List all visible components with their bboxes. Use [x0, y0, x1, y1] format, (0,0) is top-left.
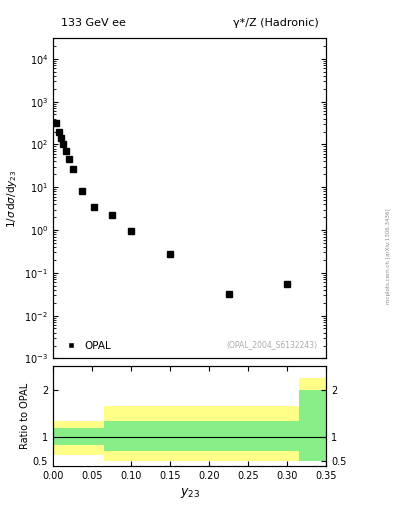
Bar [104, 407, 244, 461]
Bar [53, 456, 69, 466]
Bar [299, 390, 326, 461]
OPAL [66, 156, 71, 162]
OPAL [54, 120, 59, 126]
Bar [244, 407, 299, 461]
OPAL [70, 166, 75, 172]
OPAL [56, 129, 61, 135]
OPAL [91, 204, 96, 210]
Bar [244, 421, 299, 451]
Text: γ*/Z (Hadronic): γ*/Z (Hadronic) [233, 18, 318, 28]
Bar [69, 461, 104, 466]
OPAL [109, 212, 114, 219]
Y-axis label: $1/\sigma\,\mathrm{d}\sigma/\mathrm{d}y_{23}$: $1/\sigma\,\mathrm{d}\sigma/\mathrm{d}y_… [5, 169, 18, 228]
Text: (OPAL_2004_S6132243): (OPAL_2004_S6132243) [227, 340, 318, 349]
Legend: OPAL: OPAL [58, 339, 113, 353]
OPAL [129, 228, 134, 234]
X-axis label: $y_{23}$: $y_{23}$ [180, 486, 200, 500]
Bar [53, 421, 69, 456]
Bar [53, 428, 69, 444]
Bar [104, 421, 244, 451]
OPAL [61, 141, 66, 147]
Text: mcplots.cern.ch [arXiv:1306.3436]: mcplots.cern.ch [arXiv:1306.3436] [386, 208, 391, 304]
Bar [69, 421, 104, 456]
Bar [299, 378, 326, 461]
Text: 133 GeV ee: 133 GeV ee [61, 18, 126, 28]
OPAL [79, 188, 84, 195]
OPAL [168, 250, 173, 257]
Bar [69, 428, 104, 444]
Line: OPAL: OPAL [53, 121, 290, 297]
OPAL [285, 281, 290, 287]
Y-axis label: Ratio to OPAL: Ratio to OPAL [20, 383, 30, 449]
OPAL [59, 135, 63, 141]
OPAL [226, 291, 231, 297]
OPAL [63, 148, 68, 154]
